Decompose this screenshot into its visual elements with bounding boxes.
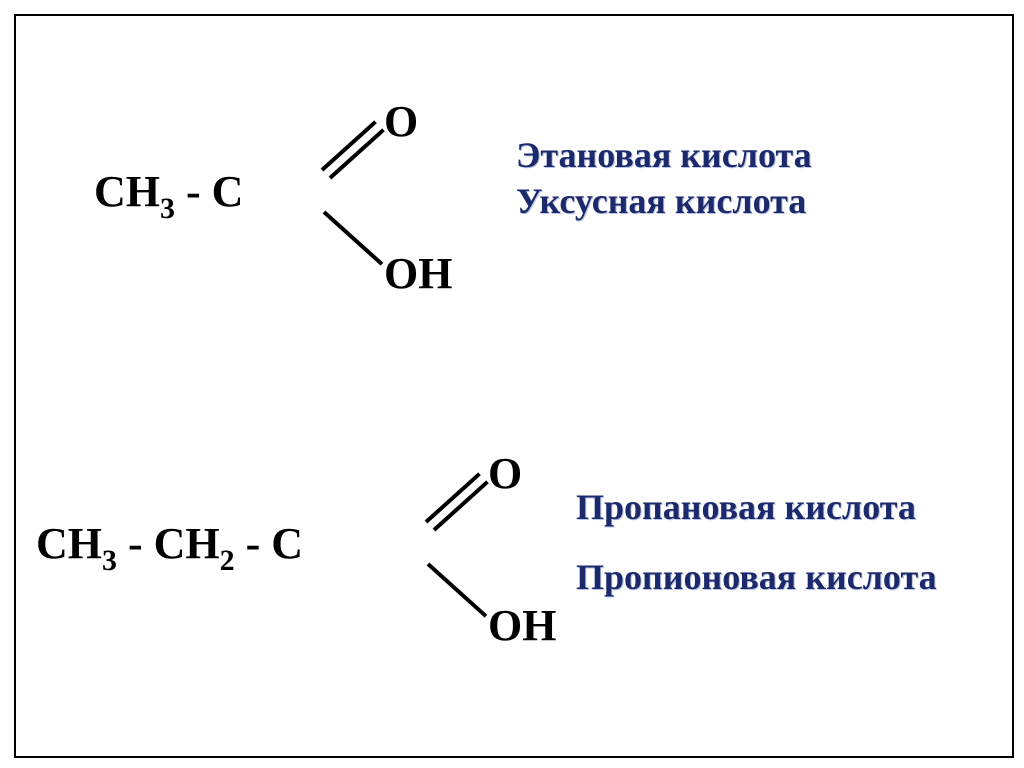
ethanoic-oh: OH xyxy=(384,248,452,299)
propanoic-label-1: Пропановая кислота xyxy=(576,486,916,528)
propanoic-dash-c: - C xyxy=(235,519,303,568)
propanoic-o-top: O xyxy=(488,448,522,499)
ethanoic-label-1: Этановая кислота xyxy=(516,134,812,176)
ethanoic-dash-c: - C xyxy=(175,167,243,216)
propanoic-oh: OH xyxy=(488,600,556,651)
propanoic-single-bond xyxy=(427,563,488,618)
ethanoic-single-bond xyxy=(323,211,384,266)
propanoic-label-2: Пропионовая кислота xyxy=(576,556,937,598)
ethanoic-sub3: 3 xyxy=(160,192,175,225)
content-frame: CH3 - C O OH Этановая кислота Уксусная к… xyxy=(14,14,1014,758)
propanoic-ch: CH xyxy=(36,519,102,568)
propanoic-sub3: 3 xyxy=(102,544,117,577)
propanoic-sub2: 2 xyxy=(220,544,235,577)
propanoic-formula-chain: CH3 - CH2 - C xyxy=(36,518,303,576)
ethanoic-formula-chain: CH3 - C xyxy=(94,166,243,224)
ethanoic-label-2: Уксусная кислота xyxy=(516,180,806,222)
ethanoic-o-top: O xyxy=(384,96,418,147)
propanoic-mid: - CH xyxy=(117,519,220,568)
ethanoic-ch: CH xyxy=(94,167,160,216)
